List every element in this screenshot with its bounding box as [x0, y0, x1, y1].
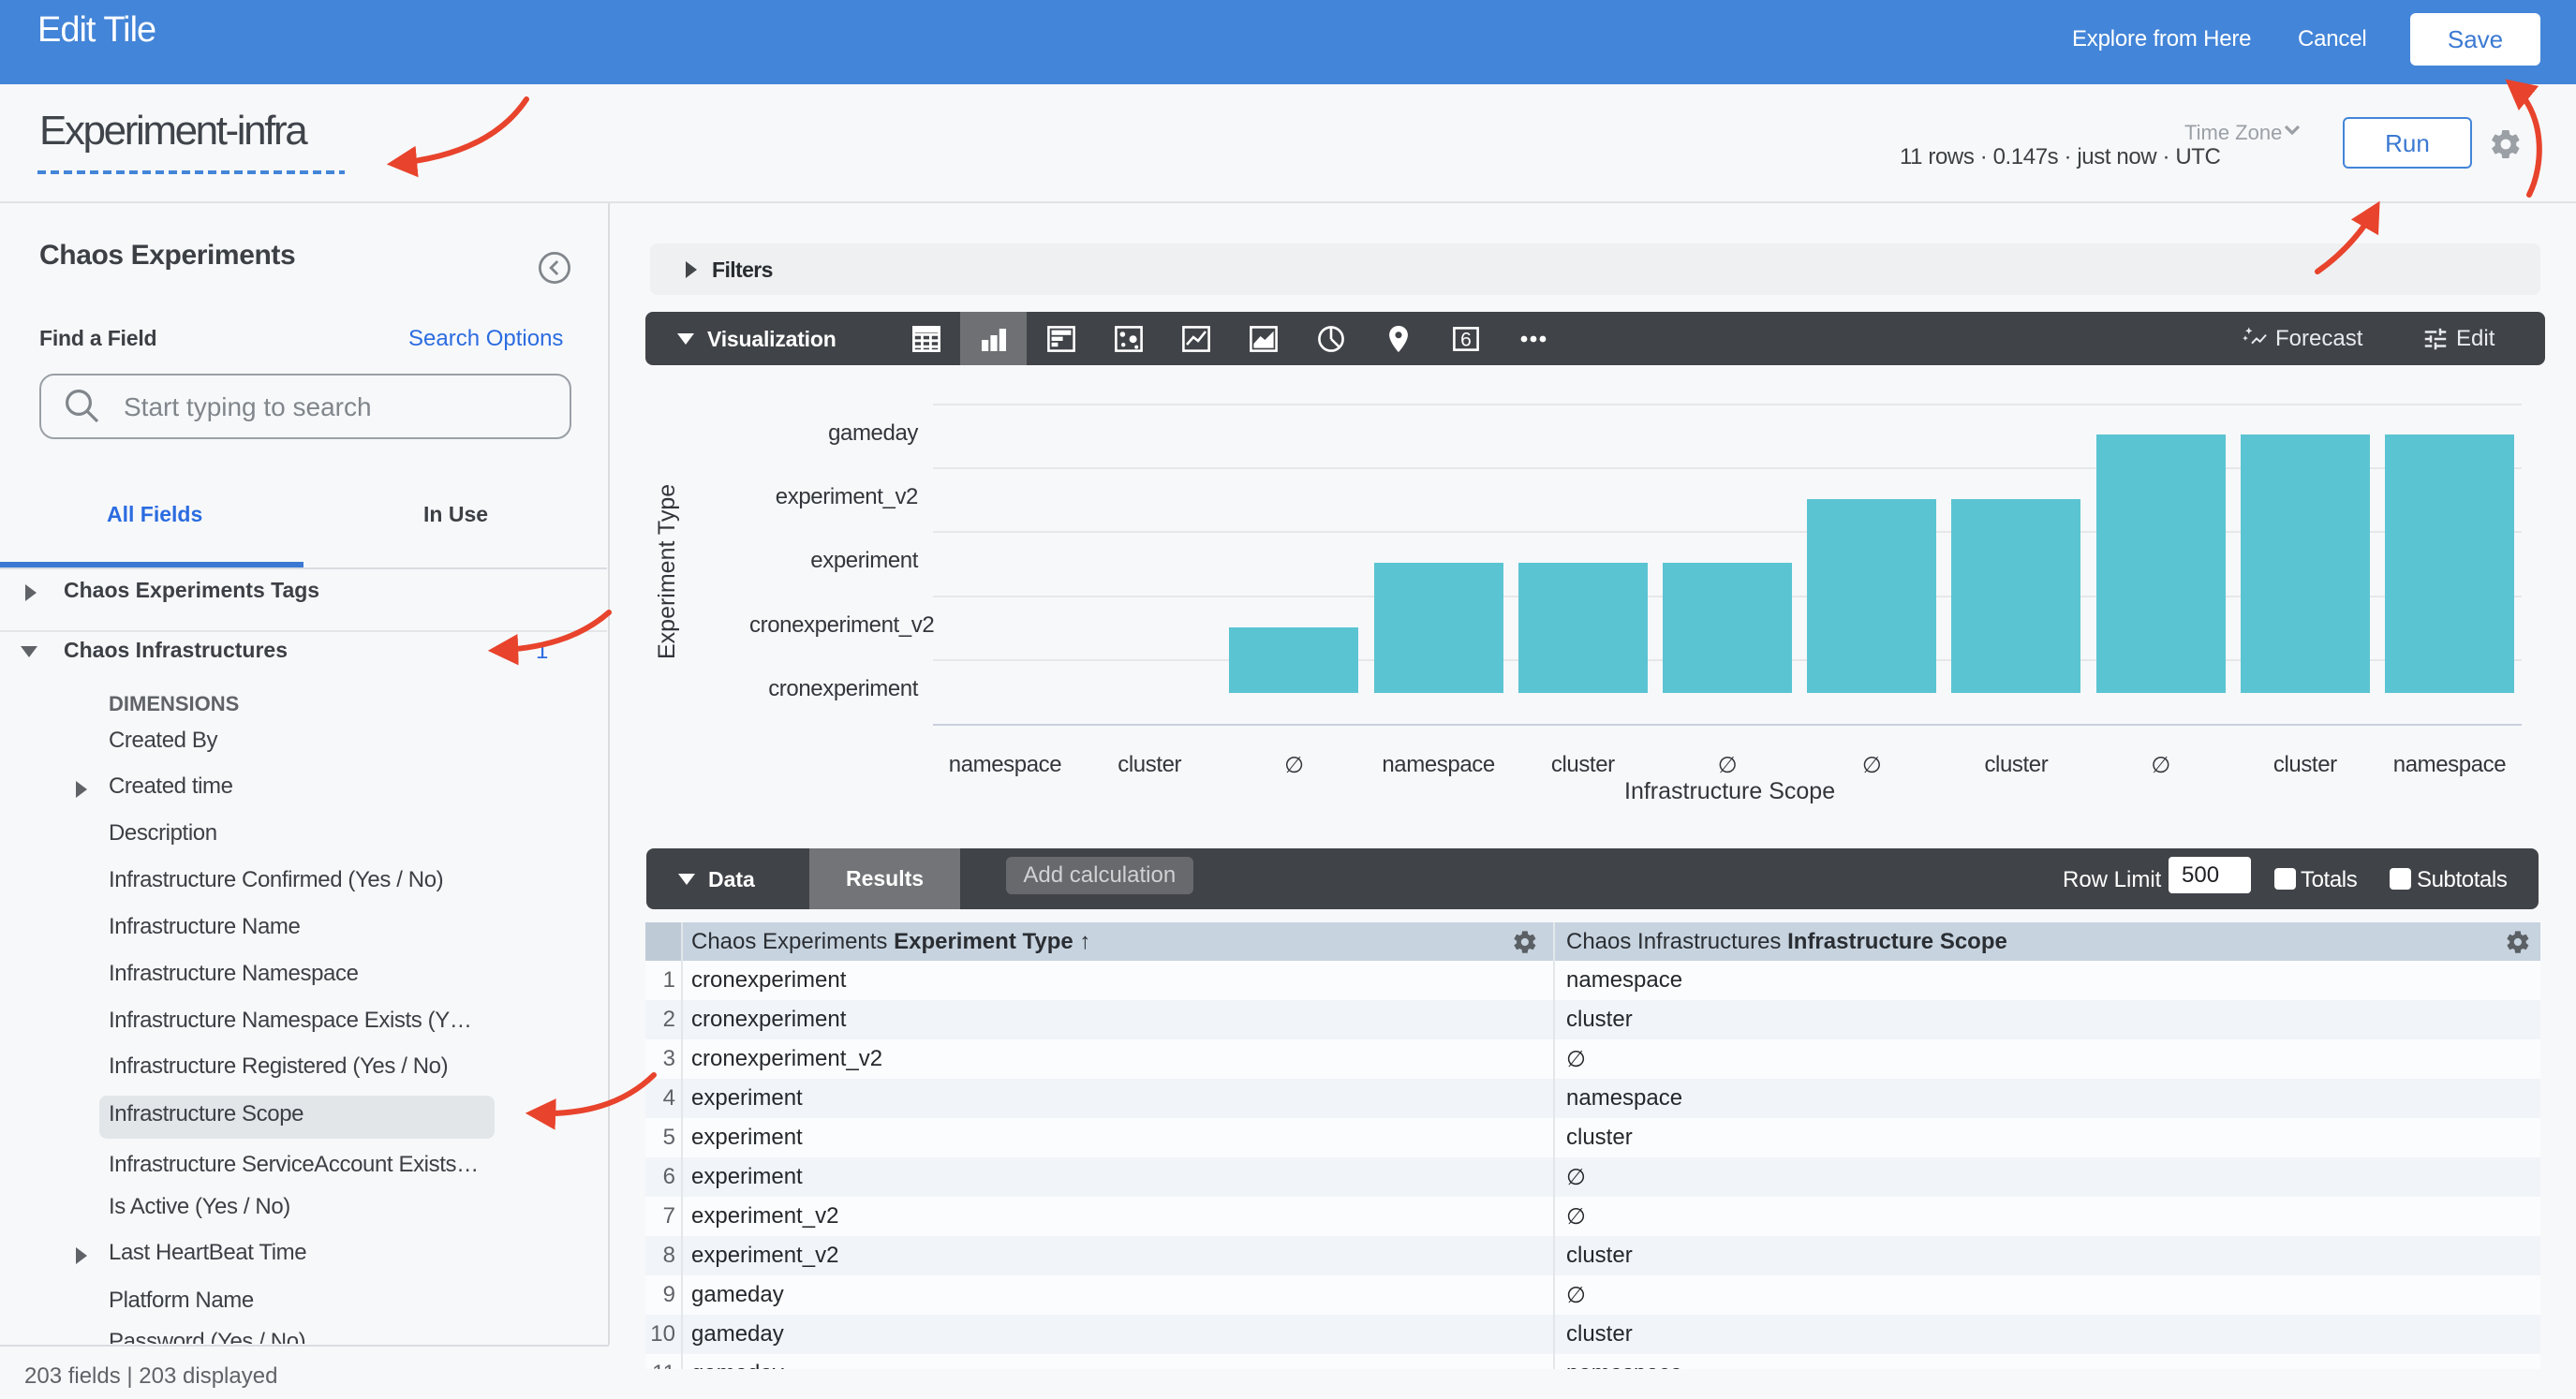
svg-text:6: 6 [1460, 329, 1472, 350]
